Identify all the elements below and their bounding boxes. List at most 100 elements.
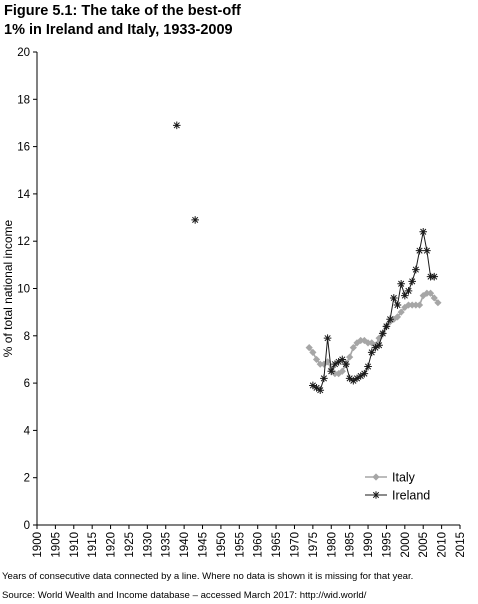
y-tick-label: 4 (24, 425, 31, 437)
source-note: Source: World Wealth and Income database… (2, 590, 367, 601)
italy-point (305, 344, 313, 352)
italy-point (434, 299, 442, 307)
x-tick-label: 1970 (289, 532, 301, 558)
x-tick-label: 1905 (50, 532, 62, 558)
italy-point (353, 339, 361, 347)
figure-title-line2: 1% in Ireland and Italy, 1933-2009 (4, 22, 233, 38)
ireland-point (430, 272, 439, 281)
legend: Italy Ireland (365, 471, 430, 503)
italy-point (335, 370, 343, 378)
footnote: Years of consecutive data connected by a… (2, 571, 414, 582)
ireland-point (360, 369, 369, 378)
ireland-point (364, 362, 372, 371)
ireland-point (415, 246, 424, 255)
figure-title: Figure 5.1: The take of the best-off 1% … (4, 2, 474, 40)
italy-point (408, 301, 416, 309)
y-tick-label: 2 (24, 473, 30, 485)
x-tick-label: 1915 (87, 532, 99, 558)
legend-label: Ireland (392, 489, 430, 503)
x-tick-label: 1930 (142, 532, 154, 558)
legend-item-ireland: Ireland (365, 489, 430, 503)
italy-point (312, 355, 321, 364)
series-italy (305, 289, 442, 378)
ireland-point (378, 329, 387, 338)
x-tick-label: 1955 (234, 532, 246, 558)
ireland-point (323, 334, 332, 342)
italy-point (364, 339, 372, 347)
y-tick-label: 14 (17, 189, 30, 201)
y-axis-title: % of total national income (1, 219, 15, 357)
y-tick-label: 20 (17, 47, 30, 59)
x-tick-label: 1940 (179, 532, 191, 558)
italy-point (338, 367, 346, 375)
x-tick-label: 2005 (418, 532, 430, 558)
ireland-point (334, 358, 343, 366)
x-tick-label: 2015 (455, 532, 467, 558)
italy-point (415, 301, 424, 309)
ireland-point (412, 265, 420, 274)
italy-point (397, 308, 405, 316)
italy-point (426, 289, 435, 297)
ireland-point (172, 121, 181, 130)
italy-point (412, 301, 420, 309)
ireland-point (401, 291, 409, 300)
italy-point (430, 294, 438, 302)
ireland-point (423, 246, 431, 255)
italy-point (393, 313, 402, 321)
x-tick-label: 1945 (198, 532, 210, 558)
ireland-point (353, 374, 361, 383)
y-tick-label: 18 (17, 94, 30, 106)
x-tick-label: 1990 (363, 532, 375, 558)
x-tick-label: 1920 (106, 532, 118, 558)
ireland-point (349, 376, 358, 385)
ireland-point (309, 381, 317, 390)
ireland-point (345, 374, 354, 383)
ireland-point (316, 386, 325, 394)
ireland-point (367, 348, 376, 357)
x-tick-label: 1980 (326, 532, 338, 558)
legend-asterisk-marker (372, 491, 380, 499)
x-tick-label: 2000 (400, 532, 412, 558)
x-tick-label: 1900 (32, 532, 44, 558)
ireland-point (408, 277, 416, 286)
ireland-point (397, 279, 405, 288)
y-tick-label: 12 (17, 236, 30, 248)
y-tick-label: 0 (24, 520, 30, 532)
x-tick-label: 1950 (216, 532, 228, 558)
y-tick-label: 6 (24, 378, 30, 390)
italy-point (309, 348, 317, 356)
x-tick-label: 1975 (308, 532, 320, 558)
ireland-point (312, 384, 321, 392)
ireland-point (331, 360, 339, 368)
ireland-point (320, 374, 328, 383)
italy-point (357, 336, 365, 345)
italy-point (401, 303, 409, 312)
italy-point (349, 344, 357, 352)
ireland-point (393, 301, 402, 309)
ireland-point (327, 367, 336, 376)
ireland-point (404, 287, 413, 295)
ireland-point (419, 227, 428, 236)
x-tick-label: 1995 (381, 532, 393, 558)
italy-point (419, 291, 427, 300)
x-tick-label: 1925 (124, 532, 136, 558)
x-tick-label: 1935 (161, 532, 173, 558)
italy-point (423, 289, 431, 297)
x-tick-label: 1965 (271, 532, 283, 558)
ireland-point (389, 294, 398, 302)
series-layer (172, 121, 442, 394)
ireland-point (386, 315, 394, 324)
x-tick-label: 1985 (345, 532, 357, 558)
italy-point (360, 336, 368, 345)
ireland-point (338, 355, 347, 364)
ireland-point (356, 372, 365, 380)
ireland-point (191, 216, 199, 224)
figure-title-line1: Figure 5.1: The take of the best-off (4, 3, 241, 19)
ireland-point (371, 343, 380, 352)
series-ireland (172, 121, 439, 394)
ireland-point (342, 360, 350, 368)
y-tick-label: 16 (17, 142, 30, 154)
legend-item-italy: Italy (365, 471, 416, 485)
x-tick-label: 1910 (69, 532, 81, 558)
